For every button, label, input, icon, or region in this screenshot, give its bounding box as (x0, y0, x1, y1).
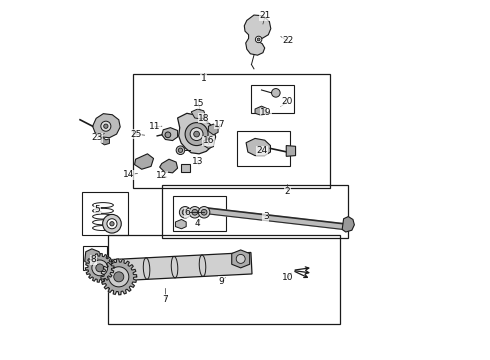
Circle shape (110, 222, 114, 226)
Polygon shape (286, 145, 295, 156)
Bar (162, 185, 347, 238)
Circle shape (107, 219, 117, 229)
Polygon shape (177, 113, 216, 154)
Polygon shape (191, 109, 205, 119)
Bar (172, 196, 225, 231)
Text: 11: 11 (149, 122, 160, 131)
Bar (83, 246, 107, 270)
Polygon shape (101, 137, 109, 145)
Text: 16: 16 (203, 136, 214, 145)
Circle shape (192, 210, 197, 215)
Text: 20: 20 (282, 97, 293, 106)
Polygon shape (208, 124, 218, 135)
Polygon shape (85, 253, 114, 282)
Circle shape (179, 207, 191, 218)
Polygon shape (203, 208, 344, 229)
Text: 23: 23 (92, 133, 103, 142)
Polygon shape (232, 250, 250, 268)
Text: 6: 6 (184, 208, 190, 217)
Text: 18: 18 (198, 114, 210, 123)
Text: 4: 4 (195, 219, 200, 228)
Polygon shape (93, 114, 120, 138)
Polygon shape (101, 259, 137, 295)
Text: 22: 22 (282, 36, 294, 45)
Circle shape (178, 148, 183, 152)
Polygon shape (204, 138, 215, 148)
Text: 8: 8 (91, 255, 97, 264)
Polygon shape (342, 217, 354, 232)
Circle shape (109, 267, 129, 287)
Circle shape (255, 36, 262, 42)
Text: 14: 14 (123, 170, 134, 179)
Text: 15: 15 (193, 99, 204, 108)
Circle shape (236, 255, 245, 264)
Polygon shape (255, 106, 267, 116)
Text: 9: 9 (219, 276, 224, 285)
Polygon shape (245, 15, 271, 55)
Circle shape (102, 215, 122, 233)
Text: 21: 21 (259, 11, 270, 20)
Circle shape (176, 146, 185, 154)
Circle shape (101, 121, 111, 131)
Circle shape (96, 264, 104, 272)
Circle shape (194, 131, 199, 137)
Circle shape (165, 132, 171, 138)
Text: 1: 1 (201, 75, 207, 84)
Text: 19: 19 (260, 108, 271, 117)
Circle shape (198, 207, 210, 218)
Circle shape (104, 124, 108, 129)
Polygon shape (162, 128, 177, 140)
Bar (251, 85, 294, 113)
Text: 5: 5 (95, 205, 100, 214)
Text: 24: 24 (257, 146, 268, 155)
Text: 17: 17 (214, 120, 226, 129)
Text: 3: 3 (263, 212, 269, 221)
Circle shape (114, 272, 124, 282)
Bar (108, 235, 341, 324)
Polygon shape (160, 159, 177, 173)
Bar (181, 164, 190, 172)
Polygon shape (111, 252, 252, 281)
Bar (237, 131, 290, 166)
Polygon shape (135, 154, 153, 169)
Text: 7: 7 (163, 294, 168, 303)
Circle shape (190, 128, 203, 140)
Circle shape (189, 207, 200, 218)
Text: 10: 10 (282, 273, 293, 282)
Polygon shape (175, 220, 186, 229)
Polygon shape (85, 249, 101, 265)
Bar (133, 74, 330, 188)
Circle shape (257, 38, 260, 41)
Circle shape (92, 260, 108, 276)
Text: 12: 12 (156, 171, 168, 180)
Polygon shape (246, 138, 270, 156)
Circle shape (182, 210, 188, 215)
Circle shape (185, 123, 208, 145)
Text: 25: 25 (130, 130, 141, 139)
Circle shape (201, 210, 207, 215)
Circle shape (271, 89, 280, 97)
Bar (82, 192, 128, 234)
Text: 2: 2 (285, 187, 290, 196)
Text: 13: 13 (192, 157, 203, 166)
